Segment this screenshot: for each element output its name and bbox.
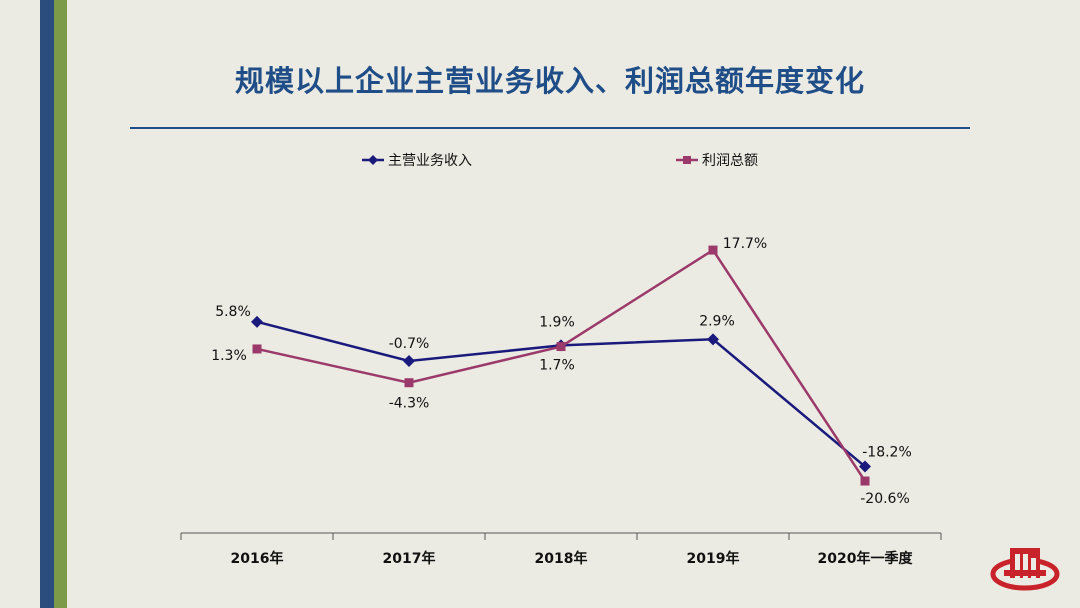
data-label: 1.3%: [211, 348, 247, 364]
legend-marker: [368, 155, 378, 165]
data-point: [708, 245, 718, 255]
data-label: -20.6%: [860, 491, 910, 507]
data-point: [252, 344, 262, 354]
data-point: [859, 460, 871, 473]
x-tick-label: 2019年: [687, 550, 740, 567]
data-label: 2.9%: [699, 313, 735, 329]
data-point: [556, 342, 566, 352]
x-tick-label: 2020年一季度: [818, 550, 914, 567]
x-tick-label: 2018年: [535, 550, 588, 567]
data-point: [860, 476, 870, 486]
data-point: [251, 315, 263, 328]
legend-label: 主营业务收入: [388, 153, 472, 169]
left-stripe-blue: [40, 0, 54, 608]
legend-label: 利润总额: [702, 153, 758, 169]
data-label: -18.2%: [862, 445, 912, 461]
data-label: 17.7%: [723, 236, 767, 252]
data-label: -0.7%: [389, 336, 430, 352]
legend-marker: [683, 156, 691, 164]
logo-emblem-icon: [990, 548, 1060, 591]
data-point: [707, 333, 719, 346]
data-label: 5.8%: [215, 304, 251, 320]
x-tick-label: 2016年: [231, 550, 284, 567]
data-label: 1.7%: [539, 358, 575, 374]
x-tick-label: 2017年: [383, 550, 436, 567]
data-label: 1.9%: [539, 314, 575, 330]
data-label: -4.3%: [389, 396, 430, 412]
title-divider: [130, 127, 970, 129]
left-stripe-green: [54, 0, 67, 608]
data-point: [403, 355, 415, 368]
data-point: [404, 378, 414, 388]
chart-title: 规模以上企业主营业务收入、利润总额年度变化: [234, 64, 865, 98]
